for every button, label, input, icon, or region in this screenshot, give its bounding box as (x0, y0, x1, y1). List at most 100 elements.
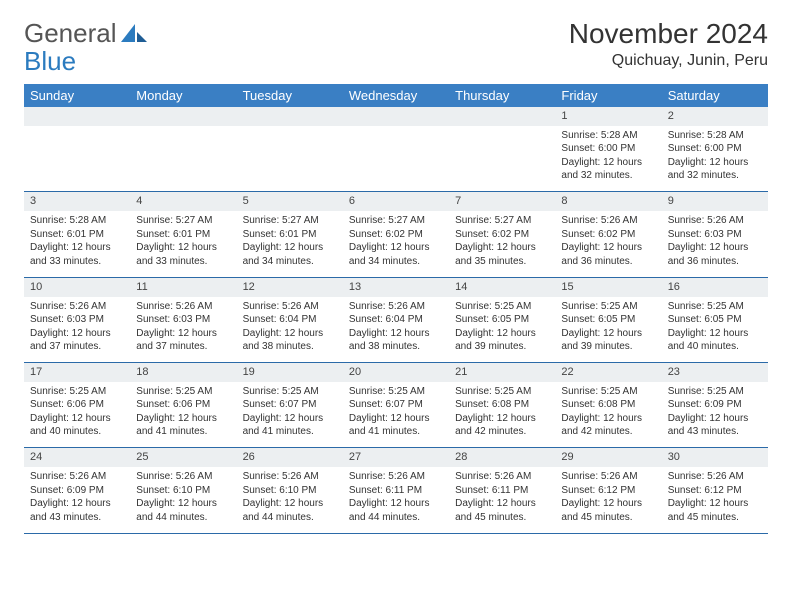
day-number-cell: 11 (130, 277, 236, 296)
daylight-line: Daylight: 12 hours and 44 minutes. (136, 497, 230, 524)
sunrise-line: Sunrise: 5:26 AM (668, 470, 762, 484)
sunset-line: Sunset: 6:06 PM (136, 398, 230, 412)
sunset-line: Sunset: 6:11 PM (349, 484, 443, 498)
sunrise-line: Sunrise: 5:26 AM (30, 300, 124, 314)
day-number-cell: 6 (343, 192, 449, 211)
daylight-line: Daylight: 12 hours and 39 minutes. (455, 327, 549, 354)
day-number-cell: 27 (343, 448, 449, 467)
weekday-header-row: SundayMondayTuesdayWednesdayThursdayFrid… (24, 84, 768, 107)
day-content-cell: Sunrise: 5:26 AMSunset: 6:09 PMDaylight:… (24, 467, 130, 533)
day-content-cell: Sunrise: 5:26 AMSunset: 6:12 PMDaylight:… (662, 467, 768, 533)
sunset-line: Sunset: 6:10 PM (243, 484, 337, 498)
daylight-line: Daylight: 12 hours and 37 minutes. (136, 327, 230, 354)
day-number-row: 24252627282930 (24, 448, 768, 467)
day-content-cell: Sunrise: 5:25 AMSunset: 6:07 PMDaylight:… (237, 382, 343, 448)
sunrise-line: Sunrise: 5:25 AM (668, 385, 762, 399)
daylight-line: Daylight: 12 hours and 45 minutes. (561, 497, 655, 524)
day-number-cell: 7 (449, 192, 555, 211)
day-number-cell: 30 (662, 448, 768, 467)
day-number-cell: 3 (24, 192, 130, 211)
day-content-cell: Sunrise: 5:26 AMSunset: 6:04 PMDaylight:… (237, 297, 343, 363)
sunset-line: Sunset: 6:08 PM (561, 398, 655, 412)
day-content-cell: Sunrise: 5:26 AMSunset: 6:03 PMDaylight:… (662, 211, 768, 277)
sunset-line: Sunset: 6:03 PM (30, 313, 124, 327)
day-number-cell: 15 (555, 277, 661, 296)
sunset-line: Sunset: 6:05 PM (668, 313, 762, 327)
sunrise-line: Sunrise: 5:26 AM (561, 214, 655, 228)
daylight-line: Daylight: 12 hours and 34 minutes. (349, 241, 443, 268)
sunrise-line: Sunrise: 5:26 AM (243, 470, 337, 484)
sunrise-line: Sunrise: 5:26 AM (668, 214, 762, 228)
day-number-cell: 20 (343, 363, 449, 382)
sunrise-line: Sunrise: 5:26 AM (136, 300, 230, 314)
day-number-cell: 28 (449, 448, 555, 467)
day-content-cell (130, 126, 236, 192)
day-content-cell: Sunrise: 5:26 AMSunset: 6:03 PMDaylight:… (24, 297, 130, 363)
sunrise-line: Sunrise: 5:25 AM (455, 300, 549, 314)
day-number-cell: 5 (237, 192, 343, 211)
day-content-cell: Sunrise: 5:25 AMSunset: 6:05 PMDaylight:… (555, 297, 661, 363)
day-content-cell: Sunrise: 5:26 AMSunset: 6:12 PMDaylight:… (555, 467, 661, 533)
sunrise-line: Sunrise: 5:26 AM (243, 300, 337, 314)
day-content-cell: Sunrise: 5:25 AMSunset: 6:06 PMDaylight:… (130, 382, 236, 448)
sunset-line: Sunset: 6:08 PM (455, 398, 549, 412)
day-content-row: Sunrise: 5:26 AMSunset: 6:03 PMDaylight:… (24, 297, 768, 363)
sunrise-line: Sunrise: 5:26 AM (349, 300, 443, 314)
day-number-row: 3456789 (24, 192, 768, 211)
calendar-table: SundayMondayTuesdayWednesdayThursdayFrid… (24, 84, 768, 534)
logo-text-blue: Blue (24, 46, 76, 77)
sunset-line: Sunset: 6:00 PM (668, 142, 762, 156)
day-number-cell: 23 (662, 363, 768, 382)
day-content-cell (24, 126, 130, 192)
daylight-line: Daylight: 12 hours and 39 minutes. (561, 327, 655, 354)
sunset-line: Sunset: 6:07 PM (243, 398, 337, 412)
daylight-line: Daylight: 12 hours and 33 minutes. (136, 241, 230, 268)
day-content-cell: Sunrise: 5:25 AMSunset: 6:05 PMDaylight:… (449, 297, 555, 363)
day-content-cell: Sunrise: 5:25 AMSunset: 6:06 PMDaylight:… (24, 382, 130, 448)
logo-text-general: General (24, 18, 117, 49)
sunrise-line: Sunrise: 5:26 AM (30, 470, 124, 484)
day-number-row: 10111213141516 (24, 277, 768, 296)
daylight-line: Daylight: 12 hours and 37 minutes. (30, 327, 124, 354)
sunset-line: Sunset: 6:12 PM (668, 484, 762, 498)
sunrise-line: Sunrise: 5:25 AM (243, 385, 337, 399)
daylight-line: Daylight: 12 hours and 32 minutes. (561, 156, 655, 183)
weekday-header: Sunday (24, 84, 130, 107)
day-number-cell (343, 107, 449, 126)
day-number-cell: 19 (237, 363, 343, 382)
day-content-cell: Sunrise: 5:27 AMSunset: 6:01 PMDaylight:… (130, 211, 236, 277)
day-content-cell (449, 126, 555, 192)
sunrise-line: Sunrise: 5:26 AM (349, 470, 443, 484)
day-content-cell: Sunrise: 5:26 AMSunset: 6:10 PMDaylight:… (237, 467, 343, 533)
daylight-line: Daylight: 12 hours and 43 minutes. (30, 497, 124, 524)
sunset-line: Sunset: 6:01 PM (30, 228, 124, 242)
day-content-cell: Sunrise: 5:25 AMSunset: 6:07 PMDaylight:… (343, 382, 449, 448)
day-content-cell: Sunrise: 5:25 AMSunset: 6:08 PMDaylight:… (555, 382, 661, 448)
daylight-line: Daylight: 12 hours and 41 minutes. (243, 412, 337, 439)
sunset-line: Sunset: 6:10 PM (136, 484, 230, 498)
sunset-line: Sunset: 6:01 PM (136, 228, 230, 242)
sunset-line: Sunset: 6:02 PM (349, 228, 443, 242)
day-content-cell: Sunrise: 5:26 AMSunset: 6:10 PMDaylight:… (130, 467, 236, 533)
day-content-cell: Sunrise: 5:28 AMSunset: 6:00 PMDaylight:… (555, 126, 661, 192)
day-number-cell: 16 (662, 277, 768, 296)
day-content-cell: Sunrise: 5:26 AMSunset: 6:11 PMDaylight:… (343, 467, 449, 533)
day-number-cell: 22 (555, 363, 661, 382)
logo-sail-icon (121, 24, 147, 44)
sunrise-line: Sunrise: 5:25 AM (30, 385, 124, 399)
daylight-line: Daylight: 12 hours and 45 minutes. (455, 497, 549, 524)
day-number-cell: 8 (555, 192, 661, 211)
day-number-cell: 26 (237, 448, 343, 467)
day-number-cell (449, 107, 555, 126)
day-number-cell: 24 (24, 448, 130, 467)
sunrise-line: Sunrise: 5:27 AM (349, 214, 443, 228)
daylight-line: Daylight: 12 hours and 41 minutes. (136, 412, 230, 439)
day-content-cell: Sunrise: 5:28 AMSunset: 6:01 PMDaylight:… (24, 211, 130, 277)
day-content-cell: Sunrise: 5:25 AMSunset: 6:08 PMDaylight:… (449, 382, 555, 448)
sunrise-line: Sunrise: 5:25 AM (561, 385, 655, 399)
month-title: November 2024 (569, 18, 768, 50)
day-content-cell: Sunrise: 5:25 AMSunset: 6:05 PMDaylight:… (662, 297, 768, 363)
day-content-cell (237, 126, 343, 192)
day-content-cell (343, 126, 449, 192)
day-number-cell: 13 (343, 277, 449, 296)
